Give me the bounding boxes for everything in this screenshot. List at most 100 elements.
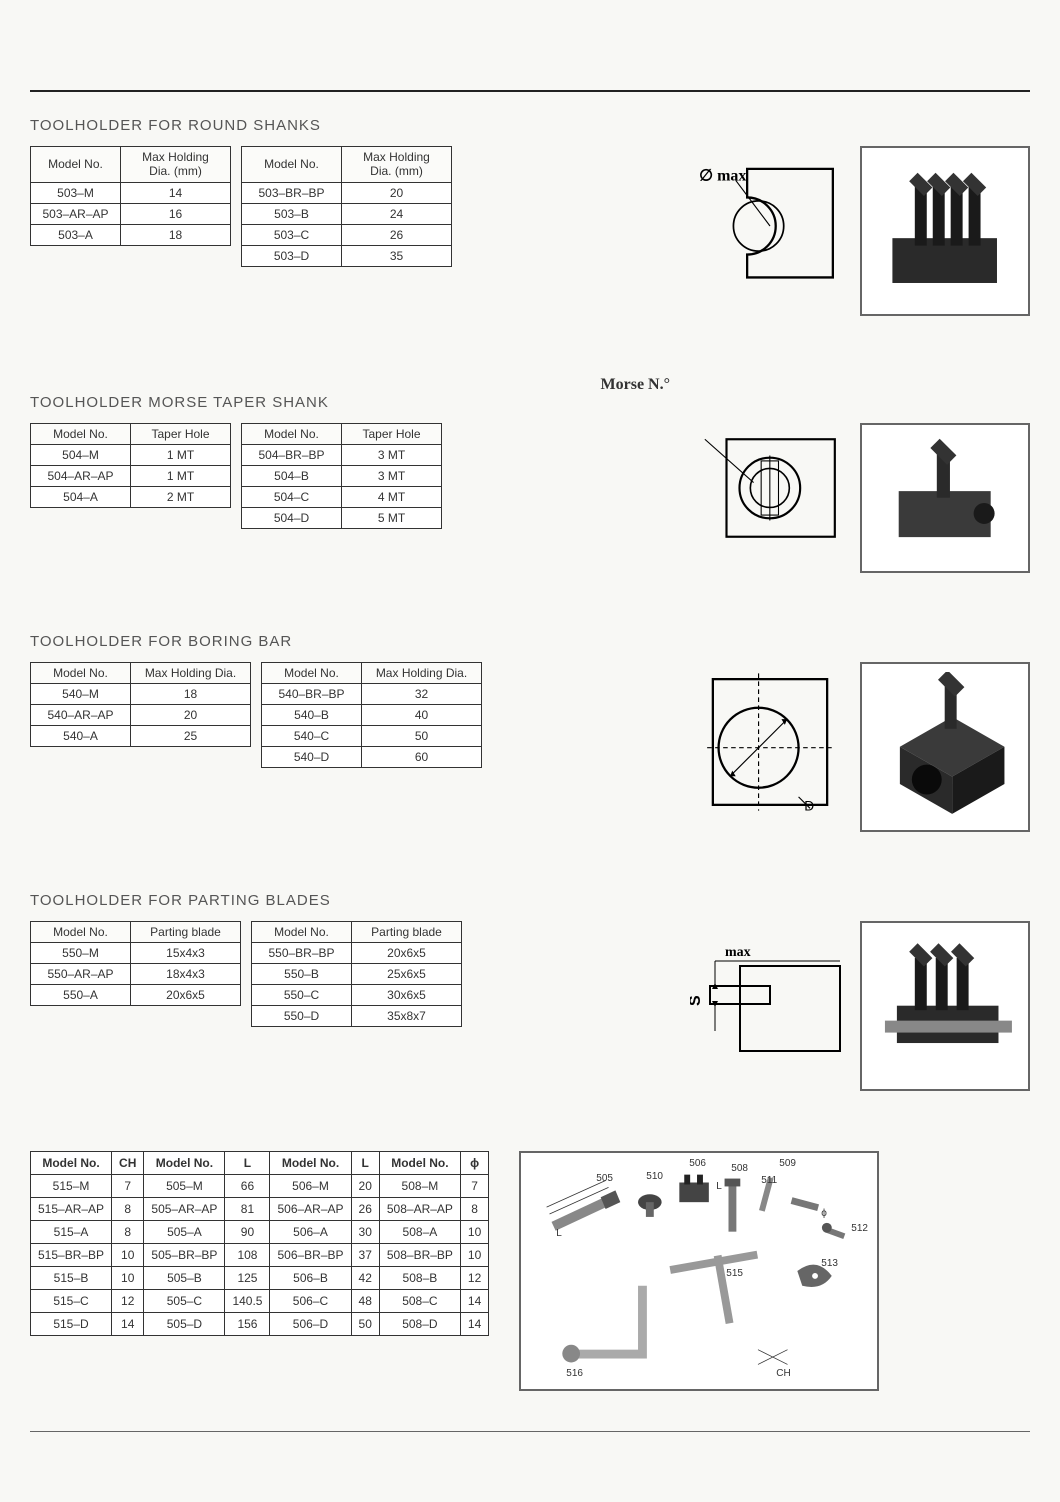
col-header: L bbox=[351, 1152, 379, 1175]
cell: 515–D bbox=[31, 1313, 112, 1336]
cell-value: 3 MT bbox=[342, 445, 442, 466]
cell-model: 503–AR–AP bbox=[31, 203, 121, 224]
col-header: Parting blade bbox=[131, 922, 241, 943]
cell: 506–C bbox=[270, 1290, 351, 1313]
cell: 508–D bbox=[379, 1313, 460, 1336]
table-row: 515–A8505–A90506–A30508–A10 bbox=[31, 1221, 489, 1244]
ch-dimension-icon bbox=[758, 1350, 788, 1365]
table-round-shanks-a: Model No. Max HoldingDia. (mm) 503–M1450… bbox=[30, 146, 231, 246]
part-label: ϕ bbox=[821, 1208, 827, 1219]
cell-model: 540–BR–BP bbox=[262, 684, 362, 705]
cell: 508–M bbox=[379, 1175, 460, 1198]
col-header: Model No. bbox=[242, 424, 342, 445]
cell: 14 bbox=[460, 1313, 488, 1336]
cell-model: 504–M bbox=[31, 445, 131, 466]
table-row: 504–M1 MT bbox=[31, 445, 231, 466]
cell-value: 16 bbox=[121, 203, 231, 224]
cell-value: 35x8x7 bbox=[352, 1006, 462, 1027]
table-row: 550–C30x6x5 bbox=[252, 985, 462, 1006]
cell: 505–C bbox=[144, 1290, 225, 1313]
cell-value: 30x6x5 bbox=[352, 985, 462, 1006]
section-title: TOOLHOLDER FOR ROUND SHANKS bbox=[30, 117, 1030, 134]
table-row: 515–D14505–D156506–D50508–D14 bbox=[31, 1313, 489, 1336]
cell: 8 bbox=[112, 1221, 144, 1244]
cell-model: 550–AR–AP bbox=[31, 964, 131, 985]
cell-model: 550–D bbox=[252, 1006, 352, 1027]
part-label: 509 bbox=[779, 1158, 796, 1169]
section-title: TOOLHOLDER MORSE TAPER SHANK bbox=[30, 394, 1030, 411]
section-title: TOOLHOLDER FOR PARTING BLADES bbox=[30, 892, 1030, 909]
diagram-label: S bbox=[690, 995, 704, 1006]
cell-model: 540–AR–AP bbox=[31, 705, 131, 726]
section-title: TOOLHOLDER FOR BORING BAR bbox=[30, 633, 1030, 650]
cell: 515–M bbox=[31, 1175, 112, 1198]
cell-model: 540–C bbox=[262, 726, 362, 747]
cell: 506–AR–AP bbox=[270, 1198, 351, 1221]
part-label: 505 bbox=[596, 1173, 613, 1184]
photo-boring-bar bbox=[860, 662, 1030, 832]
table-row: 504–BR–BP3 MT bbox=[242, 445, 442, 466]
cell: 12 bbox=[460, 1267, 488, 1290]
cell: 508–A bbox=[379, 1221, 460, 1244]
cell-value: 2 MT bbox=[131, 487, 231, 508]
cell: 125 bbox=[225, 1267, 270, 1290]
combined-header-row: Model No.CHModel No.LModel No.LModel No.… bbox=[31, 1152, 489, 1175]
col-header: Max HoldingDia. (mm) bbox=[342, 147, 452, 183]
cell: 505–BR–BP bbox=[144, 1244, 225, 1267]
table-row: 540–C50 bbox=[262, 726, 482, 747]
table-round-shanks-b: Model No. Max HoldingDia. (mm) 503–BR–BP… bbox=[241, 146, 452, 267]
cell-model: 503–B bbox=[242, 203, 342, 224]
part-label: L bbox=[556, 1228, 562, 1239]
col-header: ϕ bbox=[460, 1152, 488, 1175]
section-accessories: Model No.CHModel No.LModel No.LModel No.… bbox=[30, 1151, 1030, 1391]
cell: 505–AR–AP bbox=[144, 1198, 225, 1221]
part-508-icon bbox=[725, 1179, 741, 1232]
top-rule bbox=[30, 90, 1030, 92]
combined-tbody: 515–M7505–M66506–M20508–M7515–AR–AP8505–… bbox=[31, 1175, 489, 1336]
part-label: 508 bbox=[731, 1163, 748, 1174]
cell-value: 14 bbox=[121, 182, 231, 203]
cell-value: 20 bbox=[342, 182, 452, 203]
diagram-boring-bar-icon: D bbox=[690, 662, 850, 822]
cell: 506–A bbox=[270, 1221, 351, 1244]
col-header: Model No. bbox=[144, 1152, 225, 1175]
tbody: 540–BR–BP32540–B40540–C50540–D60 bbox=[262, 684, 482, 768]
cell-value: 4 MT bbox=[342, 487, 442, 508]
cell-model: 540–B bbox=[262, 705, 362, 726]
col-header: Model No. bbox=[379, 1152, 460, 1175]
part-label: CH bbox=[776, 1368, 790, 1379]
photo-round-shank bbox=[860, 146, 1030, 316]
cell: 7 bbox=[460, 1175, 488, 1198]
cell: 505–M bbox=[144, 1175, 225, 1198]
cell-model: 540–A bbox=[31, 726, 131, 747]
table-morse-b: Model No. Taper Hole 504–BR–BP3 MT504–B3… bbox=[241, 423, 442, 529]
table-row: 550–A20x6x5 bbox=[31, 985, 241, 1006]
table-row: 540–D60 bbox=[262, 747, 482, 768]
col-header: Taper Hole bbox=[342, 424, 442, 445]
section-round-shanks: TOOLHOLDER FOR ROUND SHANKS Model No. Ma… bbox=[30, 117, 1030, 316]
cell-model: 550–A bbox=[31, 985, 131, 1006]
cell: 50 bbox=[351, 1313, 379, 1336]
part-label: 510 bbox=[646, 1171, 663, 1182]
cell: 108 bbox=[225, 1244, 270, 1267]
table-parting-a: Model No. Parting blade 550–M15x4x3550–A… bbox=[30, 921, 241, 1006]
diagram-morse-taper-icon bbox=[690, 423, 850, 553]
part-505-icon bbox=[547, 1181, 621, 1231]
table-row: 504–A2 MT bbox=[31, 487, 231, 508]
cell: 12 bbox=[112, 1290, 144, 1313]
cell-value: 15x4x3 bbox=[131, 943, 241, 964]
col-header: CH bbox=[112, 1152, 144, 1175]
part-label: 516 bbox=[566, 1368, 583, 1379]
table-row: 503–AR–AP16 bbox=[31, 203, 231, 224]
diagram-parting-blade-icon: S max bbox=[690, 921, 850, 1081]
table-row: 550–AR–AP18x4x3 bbox=[31, 964, 241, 985]
table-row: 503–BR–BP20 bbox=[242, 182, 452, 203]
cell-value: 20x6x5 bbox=[131, 985, 241, 1006]
col-header: Max HoldingDia. (mm) bbox=[121, 147, 231, 183]
cell-value: 5 MT bbox=[342, 508, 442, 529]
col-header: Parting blade bbox=[352, 922, 462, 943]
table-row: 540–A25 bbox=[31, 726, 251, 747]
cell: 505–B bbox=[144, 1267, 225, 1290]
cell-value: 18 bbox=[131, 684, 251, 705]
col-header: Model No. bbox=[270, 1152, 351, 1175]
